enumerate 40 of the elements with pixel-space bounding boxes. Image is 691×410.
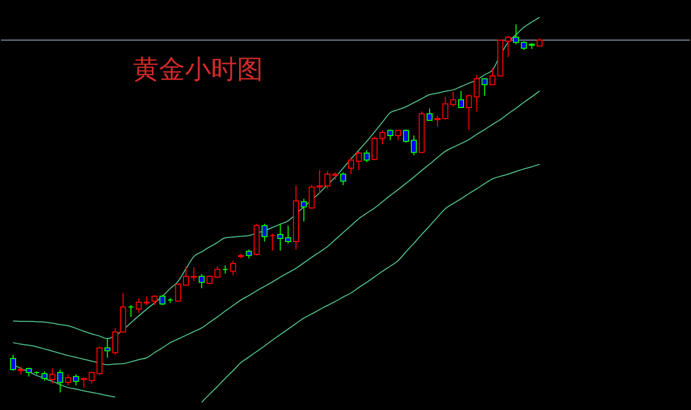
- candlestick: [426, 108, 433, 121]
- candlestick: [379, 130, 386, 145]
- text: 黄金小时图: [133, 55, 263, 85]
- candlestick: [356, 150, 362, 171]
- candlestick: [482, 78, 488, 96]
- candlestick: [112, 327, 118, 356]
- candlestick: [308, 184, 315, 210]
- candlestick: [214, 266, 220, 279]
- candlestick: [175, 282, 182, 302]
- candlestick: [434, 115, 440, 128]
- candlestick: [489, 68, 496, 86]
- candlestick: [340, 172, 346, 186]
- candlestick: [49, 368, 56, 384]
- candlestick: [230, 260, 236, 276]
- candlestick: [364, 150, 370, 163]
- candlestick: [262, 223, 268, 242]
- candlestick: [387, 129, 394, 141]
- candlestick: [410, 134, 417, 156]
- candlestick: [316, 170, 323, 194]
- candlestick: [513, 24, 520, 45]
- candlestick: [159, 294, 166, 306]
- candlestick: [324, 170, 330, 190]
- candlestick: [128, 304, 134, 318]
- candlestick: [10, 354, 16, 372]
- candlestick: [372, 136, 378, 161]
- candlestick: [269, 233, 276, 252]
- candlestick: [348, 156, 354, 175]
- candlestick: [395, 130, 402, 141]
- candlestick: [300, 198, 307, 222]
- candlestick: [42, 370, 48, 382]
- candlestick: [182, 266, 189, 286]
- candlestick: [72, 374, 79, 386]
- candlestick: [458, 90, 464, 108]
- candlestick: [198, 274, 205, 289]
- candlestick: [57, 369, 64, 393]
- candlestick: [104, 337, 110, 358]
- candlestick: [403, 129, 410, 143]
- candlestick: [152, 294, 158, 306]
- candlestick: [190, 266, 197, 282]
- candlestick: [65, 374, 72, 386]
